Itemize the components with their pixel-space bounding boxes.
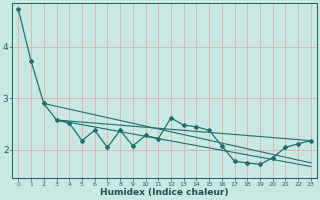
X-axis label: Humidex (Indice chaleur): Humidex (Indice chaleur) xyxy=(100,188,229,197)
